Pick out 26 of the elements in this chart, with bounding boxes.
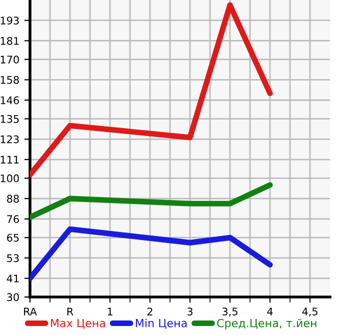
- y-tick-label: 135: [0, 115, 19, 123]
- y-tick-label: 170: [0, 56, 19, 64]
- y-tick-label: 146: [0, 96, 19, 104]
- legend-label: Min Цена: [136, 318, 187, 329]
- x-tick-label: RA: [24, 308, 37, 316]
- y-tick-label: 88: [7, 194, 19, 203]
- y-tick-label: 30: [7, 293, 19, 302]
- x-tick-label: R: [67, 308, 74, 316]
- y-tick-label: 123: [0, 135, 19, 144]
- x-tick-label: 4: [267, 308, 273, 316]
- y-tick-label: 158: [0, 76, 19, 84]
- legend-label: Max Цена: [51, 319, 105, 329]
- y-tick-label: 53: [7, 254, 19, 262]
- y-tick-label: 100: [0, 174, 19, 182]
- y-tick-label: 193: [0, 16, 19, 24]
- x-tick-label: 1: [108, 308, 112, 316]
- x-tick-label: 3,5: [222, 308, 238, 317]
- y-tick-label: 76: [7, 215, 19, 224]
- x-tick-label: 4,5: [302, 308, 318, 317]
- y-tick-label: 41: [6, 274, 19, 282]
- legend-label: Сред.Цена, т.йен: [217, 318, 316, 330]
- y-tick-label: 181: [0, 36, 19, 45]
- y-tick-label: 65: [7, 234, 19, 242]
- x-tick-label: 2: [147, 308, 152, 316]
- y-tick-label: 111: [0, 156, 19, 164]
- x-tick-label: 3: [187, 308, 192, 316]
